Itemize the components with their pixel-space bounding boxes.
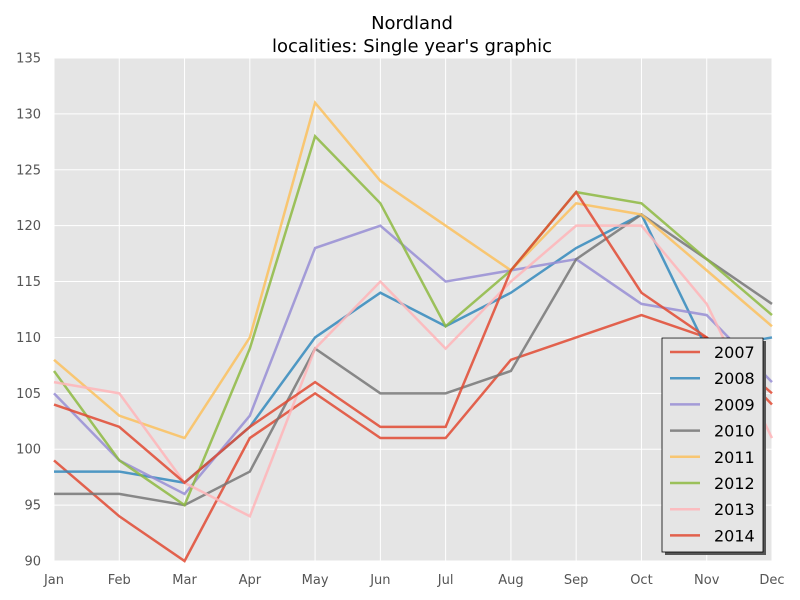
x-tick-label: Nov xyxy=(694,573,720,588)
x-tick-label: Apr xyxy=(239,573,262,588)
legend: 2007 2008 2009 2010 2011 2012 2013 2014 xyxy=(661,337,766,555)
y-tick-label: 105 xyxy=(16,387,41,402)
x-tick-label: Mar xyxy=(172,573,197,588)
series-line-2014 xyxy=(53,190,773,485)
legend-label: 2010 xyxy=(714,422,755,441)
legend-label: 2009 xyxy=(714,395,755,414)
y-tick-label: 110 xyxy=(16,331,41,346)
x-tick-label: Sep xyxy=(564,573,589,588)
y-tick-label: 135 xyxy=(16,52,41,67)
legend-label: 2013 xyxy=(714,500,755,519)
y-tick-label: 125 xyxy=(16,163,41,178)
x-tick-label: Feb xyxy=(108,573,131,588)
y-tick-label: 130 xyxy=(16,107,41,122)
series-line-2010 xyxy=(54,212,773,507)
x-axis-ticks: Jan Feb Mar Apr May Jun Jul Aug Sep Oct Nov Dec xyxy=(43,573,785,588)
x-tick-label: Aug xyxy=(498,573,523,588)
legend-label: 2008 xyxy=(714,369,755,388)
x-tick-label: Jul xyxy=(437,573,454,588)
legend-label: 2012 xyxy=(714,474,755,493)
y-tick-label: 95 xyxy=(24,499,41,514)
series-line-2007 xyxy=(53,313,773,563)
chart-subtitle: localities: Single year's graphic xyxy=(272,36,552,57)
y-axis-ticks: 90 95 100 105 110 115 120 125 130 135 xyxy=(16,52,41,570)
x-tick-label: May xyxy=(302,573,329,588)
y-tick-label: 120 xyxy=(16,219,41,234)
legend-label: 2007 xyxy=(714,343,755,362)
y-tick-label: 115 xyxy=(16,275,41,290)
legend-box xyxy=(661,337,764,553)
series-line-2009 xyxy=(53,224,773,496)
x-tick-label: Jun xyxy=(369,573,390,588)
legend-label: 2014 xyxy=(714,526,755,545)
series-line-2011 xyxy=(53,100,773,440)
y-tick-label: 90 xyxy=(24,555,41,570)
grid-lines xyxy=(53,57,773,562)
x-tick-label: Jan xyxy=(43,573,64,588)
series-line-2012 xyxy=(52,133,773,508)
y-tick-label: 100 xyxy=(16,443,41,458)
x-tick-label: Dec xyxy=(759,573,784,588)
series-line-2013 xyxy=(53,224,774,519)
legend-label: 2011 xyxy=(714,448,755,467)
series-lines xyxy=(52,100,774,563)
x-tick-label: Oct xyxy=(630,573,652,588)
chart-title: Nordland xyxy=(371,13,453,34)
